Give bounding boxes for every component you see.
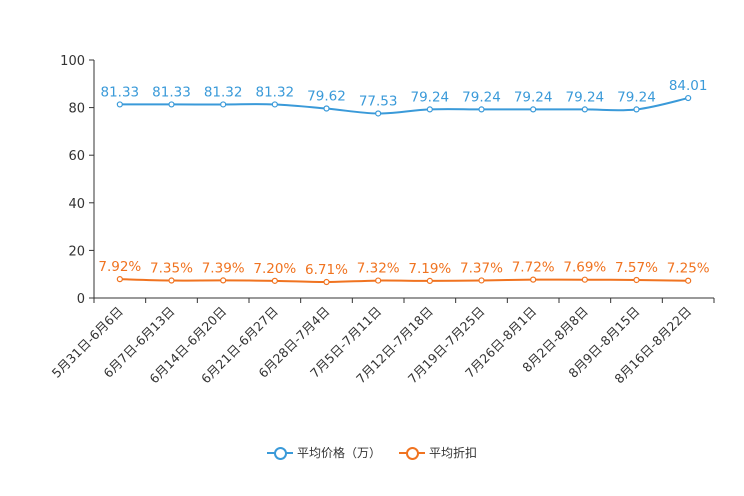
data-label: 7.72%	[512, 260, 555, 276]
data-point	[478, 106, 485, 113]
data-point	[685, 277, 692, 284]
data-label: 79.24	[514, 89, 553, 105]
x-tick-labels: 5月31日-6月6日6月7日-6月13日6月14日-6月20日6月21日-6月2…	[49, 304, 695, 387]
data-label: 79.24	[411, 89, 450, 105]
data-label: 7.25%	[667, 261, 710, 277]
data-label: 7.19%	[408, 261, 451, 277]
data-point	[220, 101, 227, 108]
data-label: 6.71%	[305, 262, 348, 278]
data-label: 7.20%	[253, 261, 296, 277]
data-point	[375, 277, 382, 284]
data-label: 81.33	[152, 84, 191, 100]
series-layer: 81.33 81.33 81.32 81.32 79.62 77.53 79.24 79.24…	[98, 78, 710, 286]
series-line	[119, 97, 689, 115]
axes: 0 20 40 60 80 100	[60, 54, 715, 307]
y-tick-label: 60	[68, 149, 85, 164]
data-point	[220, 277, 227, 284]
legend: 平均价格（万） 平均折扣	[0, 444, 744, 461]
data-point	[478, 277, 485, 284]
data-label: 81.32	[256, 84, 295, 100]
data-point	[426, 106, 433, 113]
data-label: 81.33	[101, 84, 140, 100]
data-point	[581, 276, 588, 283]
legend-discount-marker	[399, 446, 425, 460]
y-tick-label: 20	[68, 244, 85, 259]
data-label: 7.37%	[460, 260, 503, 276]
legend-price-label: 平均价格（万）	[296, 446, 381, 460]
y-tick-label: 80	[68, 102, 85, 117]
data-point	[116, 276, 123, 283]
data-label: 79.24	[617, 89, 656, 105]
legend-price-marker	[266, 446, 293, 460]
series-line	[119, 278, 689, 284]
data-point	[581, 106, 588, 113]
y-tick-label: 0	[77, 292, 85, 307]
data-label: 81.32	[204, 84, 243, 100]
data-point	[530, 106, 537, 113]
data-label: 79.62	[307, 89, 346, 105]
data-point	[323, 278, 330, 286]
data-label: 84.01	[669, 78, 708, 94]
data-point	[375, 110, 382, 117]
data-point	[271, 277, 278, 284]
data-point	[633, 106, 640, 113]
data-label: 77.53	[359, 93, 398, 109]
legend-item-price[interactable]: 平均价格（万）	[266, 444, 381, 461]
data-label: 7.35%	[150, 261, 193, 277]
data-point	[271, 101, 278, 108]
data-point	[426, 277, 433, 284]
legend-item-discount[interactable]: 平均折扣	[399, 444, 477, 461]
data-point	[323, 105, 330, 112]
data-label: 7.32%	[357, 261, 400, 277]
data-point	[530, 276, 537, 283]
data-point	[116, 101, 123, 108]
y-tick-label: 40	[68, 197, 85, 212]
series-0: 81.33 81.33 81.32 81.32 79.62 77.53 79.24 79.24…	[101, 78, 708, 117]
data-label: 79.24	[462, 89, 501, 105]
data-label: 79.24	[566, 89, 605, 105]
data-label: 7.92%	[98, 259, 141, 275]
data-label: 7.39%	[202, 260, 245, 276]
data-label: 7.69%	[563, 260, 606, 276]
series-1: 7.92% 7.35% 7.39% 7.20% 6.71% 7.32% 7.19% 7.37%…	[98, 259, 710, 286]
data-label: 7.57%	[615, 260, 658, 276]
data-point	[633, 276, 640, 284]
legend-discount-label: 平均折扣	[429, 446, 478, 460]
data-point	[168, 101, 175, 108]
y-tick-label: 100	[60, 54, 85, 69]
data-point	[168, 277, 175, 284]
data-point	[685, 94, 692, 102]
